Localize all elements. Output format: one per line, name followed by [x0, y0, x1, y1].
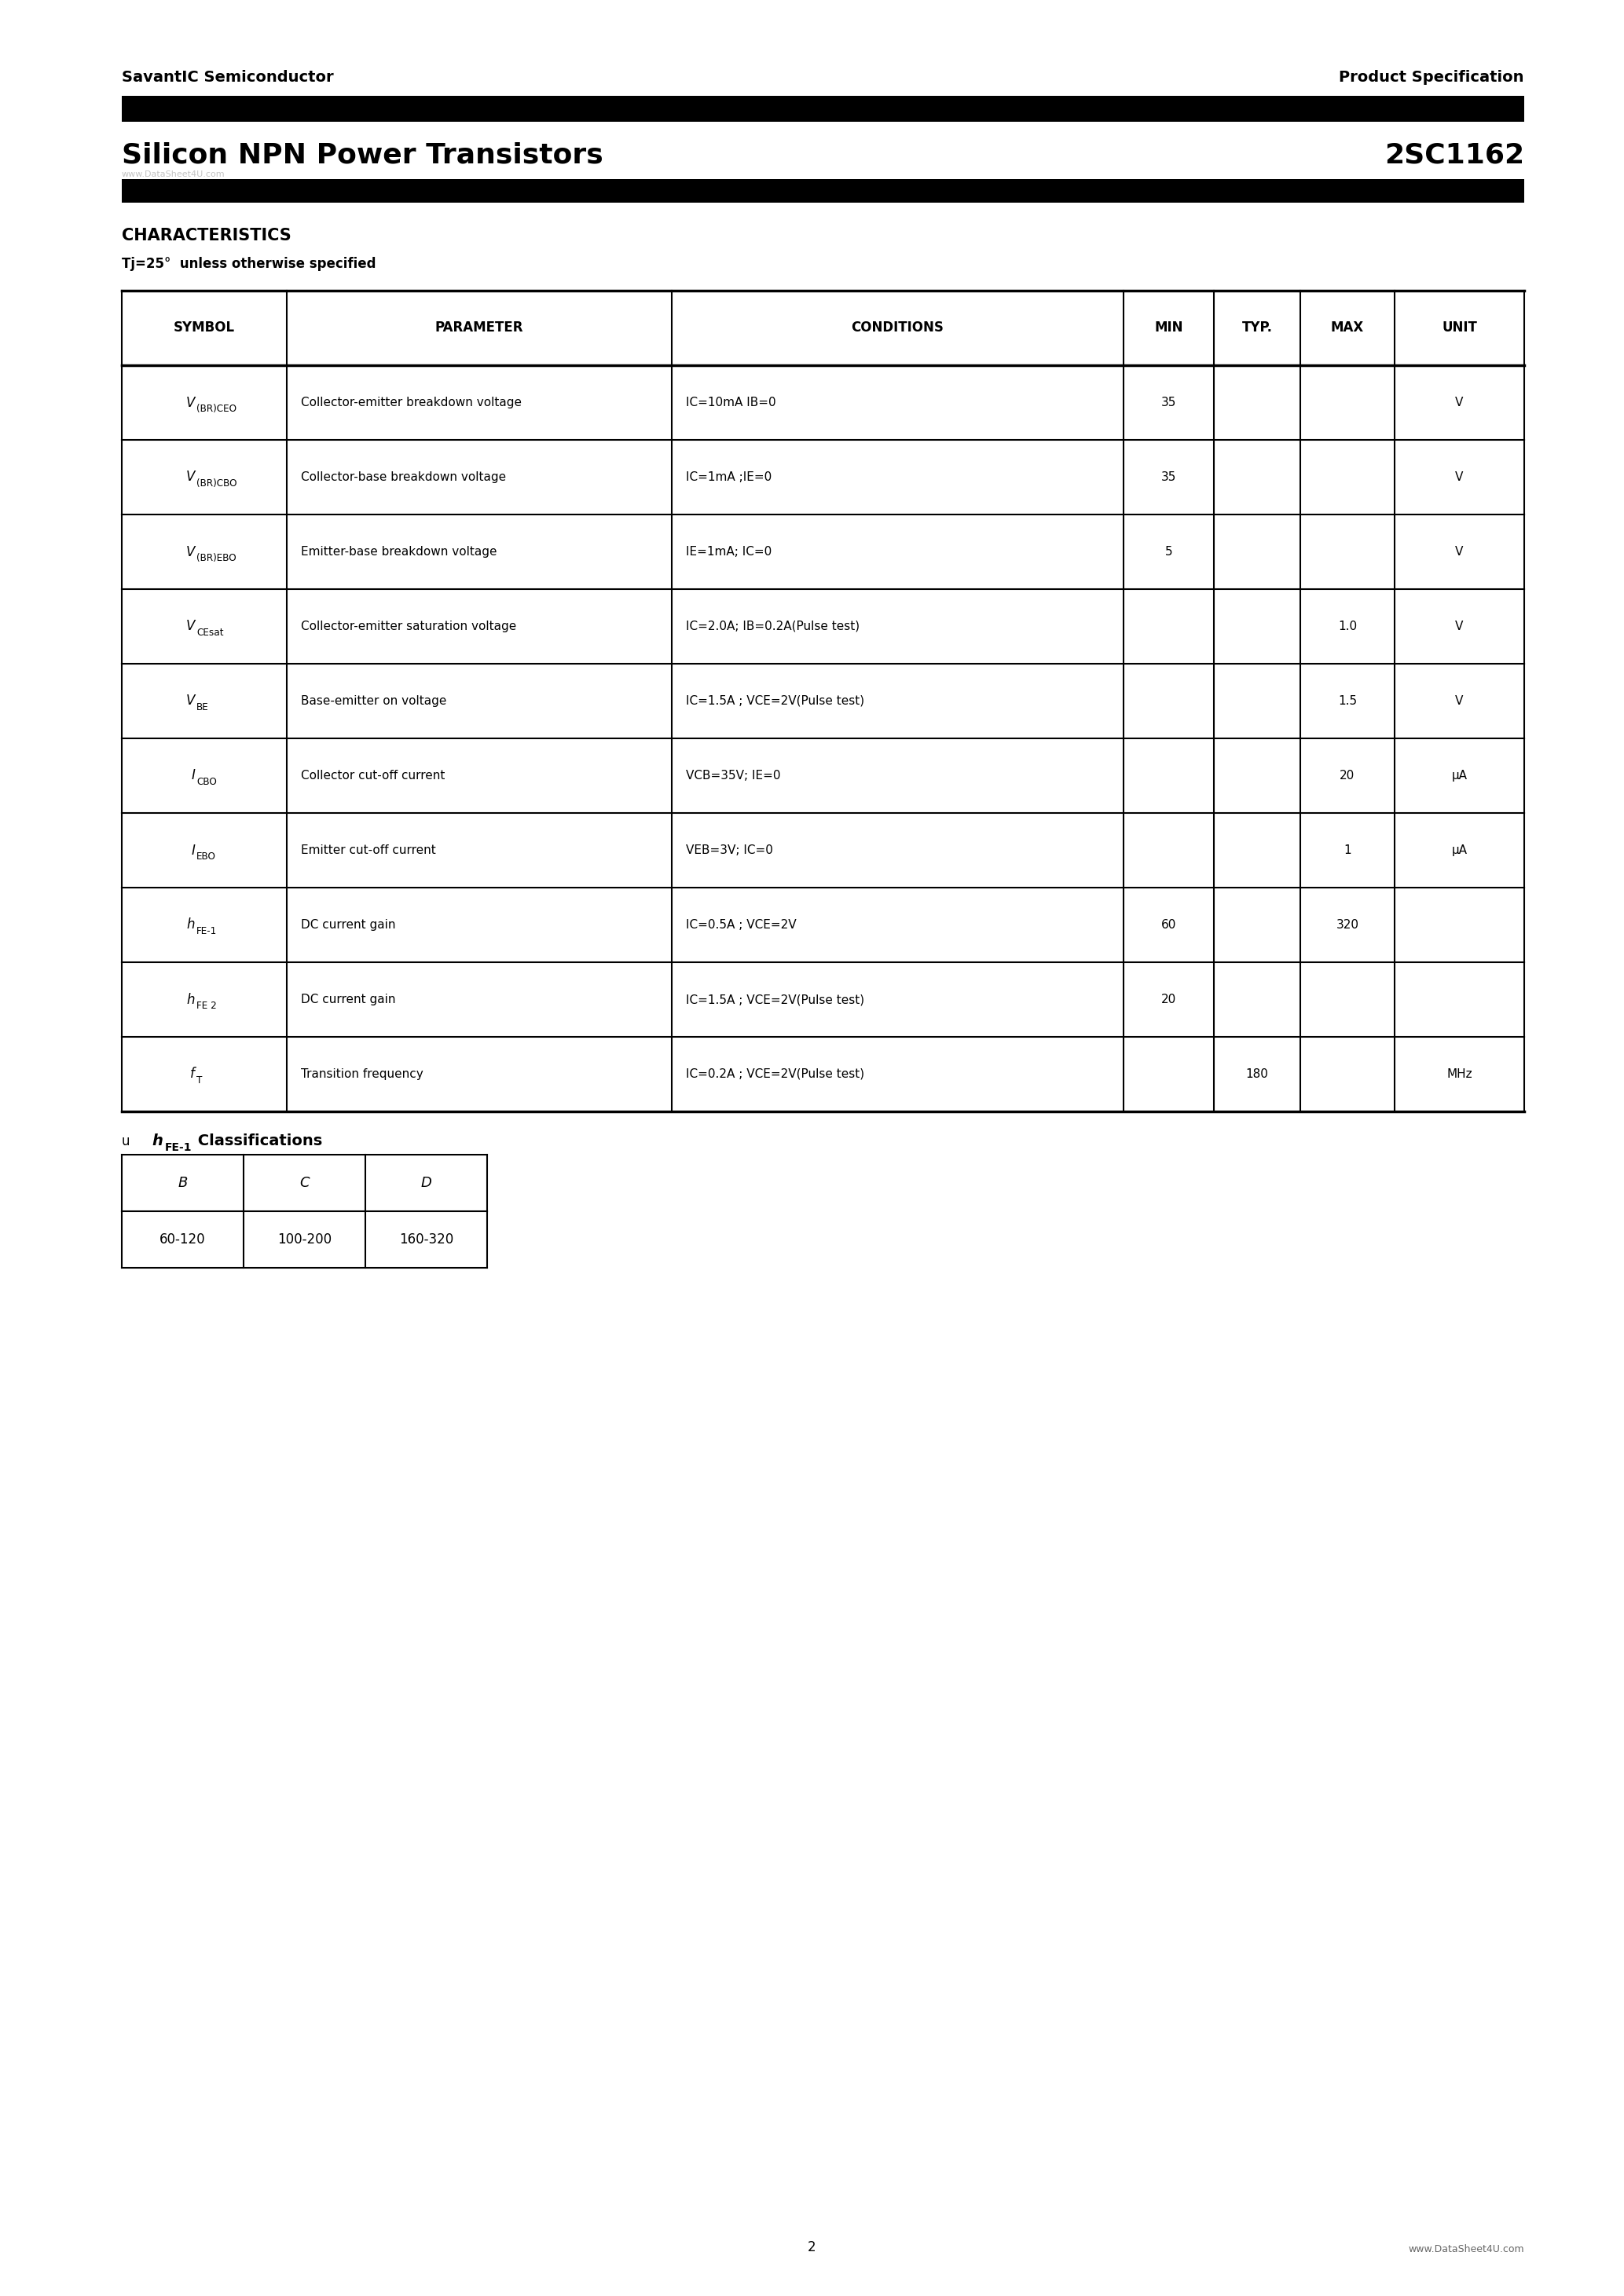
Text: C: C — [299, 1176, 310, 1189]
Text: CONDITIONS: CONDITIONS — [851, 321, 944, 335]
Text: D: D — [421, 1176, 432, 1189]
Text: CEsat: CEsat — [197, 627, 224, 638]
Text: V: V — [1455, 397, 1463, 409]
Text: Transition frequency: Transition frequency — [300, 1068, 424, 1079]
Text: h: h — [187, 992, 195, 1006]
Text: V: V — [185, 620, 195, 634]
Text: 5: 5 — [1164, 546, 1173, 558]
Text: IC=1.5A ; VCE=2V(Pulse test): IC=1.5A ; VCE=2V(Pulse test) — [685, 994, 864, 1006]
Text: 320: 320 — [1337, 918, 1359, 930]
Text: IE=1mA; IC=0: IE=1mA; IC=0 — [685, 546, 771, 558]
Text: V: V — [1455, 471, 1463, 482]
Text: u: u — [122, 1134, 130, 1148]
Text: IC=0.2A ; VCE=2V(Pulse test): IC=0.2A ; VCE=2V(Pulse test) — [685, 1068, 864, 1079]
Text: Classifications: Classifications — [193, 1134, 322, 1148]
Text: 2SC1162: 2SC1162 — [1384, 142, 1525, 170]
Text: SavantIC Semiconductor: SavantIC Semiconductor — [122, 69, 333, 85]
Text: 100-200: 100-200 — [278, 1233, 331, 1247]
Text: IC=2.0A; IB=0.2A(Pulse test): IC=2.0A; IB=0.2A(Pulse test) — [685, 620, 859, 631]
Text: 60: 60 — [1161, 918, 1176, 930]
Text: (BR)CBO: (BR)CBO — [197, 478, 237, 489]
Text: 20: 20 — [1161, 994, 1176, 1006]
Text: 60-120: 60-120 — [159, 1233, 206, 1247]
Text: μA: μA — [1452, 769, 1466, 781]
Text: DC current gain: DC current gain — [300, 994, 396, 1006]
Text: CBO: CBO — [197, 776, 216, 788]
Text: V: V — [1455, 546, 1463, 558]
Text: www.DataSheet4U.com: www.DataSheet4U.com — [1408, 2243, 1525, 2255]
Text: VEB=3V; IC=0: VEB=3V; IC=0 — [685, 845, 773, 856]
Text: V: V — [185, 693, 195, 707]
Text: B: B — [177, 1176, 187, 1189]
Text: 180: 180 — [1246, 1068, 1268, 1079]
Text: TYP.: TYP. — [1242, 321, 1273, 335]
Text: SYMBOL: SYMBOL — [174, 321, 235, 335]
Text: I: I — [192, 769, 195, 783]
Text: μA: μA — [1452, 845, 1466, 856]
Text: 1: 1 — [1343, 845, 1351, 856]
Text: (BR)EBO: (BR)EBO — [197, 553, 235, 563]
Text: Collector cut-off current: Collector cut-off current — [300, 769, 445, 781]
Text: f: f — [190, 1068, 195, 1081]
Text: h: h — [187, 918, 195, 932]
Text: Tj=25°  unless otherwise specified: Tj=25° unless otherwise specified — [122, 257, 375, 271]
Text: 2: 2 — [807, 2241, 817, 2255]
Text: 1.5: 1.5 — [1338, 696, 1358, 707]
Text: Silicon NPN Power Transistors: Silicon NPN Power Transistors — [122, 142, 603, 170]
Text: CHARACTERISTICS: CHARACTERISTICS — [122, 227, 291, 243]
Text: Product Specification: Product Specification — [1340, 69, 1525, 85]
Text: Collector-emitter breakdown voltage: Collector-emitter breakdown voltage — [300, 397, 521, 409]
Text: V: V — [185, 544, 195, 558]
Text: FE-1: FE-1 — [197, 925, 218, 937]
Text: IC=1.5A ; VCE=2V(Pulse test): IC=1.5A ; VCE=2V(Pulse test) — [685, 696, 864, 707]
Text: 35: 35 — [1161, 397, 1176, 409]
Text: IC=0.5A ; VCE=2V: IC=0.5A ; VCE=2V — [685, 918, 796, 930]
Text: Base-emitter on voltage: Base-emitter on voltage — [300, 696, 447, 707]
Text: V: V — [1455, 620, 1463, 631]
Text: UNIT: UNIT — [1442, 321, 1478, 335]
Text: V: V — [1455, 696, 1463, 707]
Text: Emitter-base breakdown voltage: Emitter-base breakdown voltage — [300, 546, 497, 558]
Text: VCB=35V; IE=0: VCB=35V; IE=0 — [685, 769, 781, 781]
Text: 160-320: 160-320 — [400, 1233, 453, 1247]
Text: 35: 35 — [1161, 471, 1176, 482]
Text: DC current gain: DC current gain — [300, 918, 396, 930]
Text: V: V — [185, 471, 195, 484]
Text: IC=1mA ;IE=0: IC=1mA ;IE=0 — [685, 471, 771, 482]
Text: I: I — [192, 843, 195, 856]
Text: 20: 20 — [1340, 769, 1354, 781]
Text: BE: BE — [197, 703, 209, 712]
Text: (BR)CEO: (BR)CEO — [197, 404, 237, 413]
Text: MHz: MHz — [1447, 1068, 1473, 1079]
Text: MAX: MAX — [1330, 321, 1364, 335]
Text: IC=10mA IB=0: IC=10mA IB=0 — [685, 397, 776, 409]
Text: FE 2: FE 2 — [197, 1001, 216, 1010]
Text: h: h — [151, 1134, 162, 1148]
Text: EBO: EBO — [197, 852, 216, 861]
Text: MIN: MIN — [1155, 321, 1182, 335]
Text: PARAMETER: PARAMETER — [435, 321, 523, 335]
Text: www.DataSheet4U.com: www.DataSheet4U.com — [122, 170, 226, 179]
Text: V: V — [185, 395, 195, 409]
Text: Collector-base breakdown voltage: Collector-base breakdown voltage — [300, 471, 507, 482]
Text: FE-1: FE-1 — [166, 1141, 192, 1153]
Text: Emitter cut-off current: Emitter cut-off current — [300, 845, 435, 856]
Text: 1.0: 1.0 — [1338, 620, 1358, 631]
Text: T: T — [197, 1075, 203, 1086]
Text: Collector-emitter saturation voltage: Collector-emitter saturation voltage — [300, 620, 516, 631]
